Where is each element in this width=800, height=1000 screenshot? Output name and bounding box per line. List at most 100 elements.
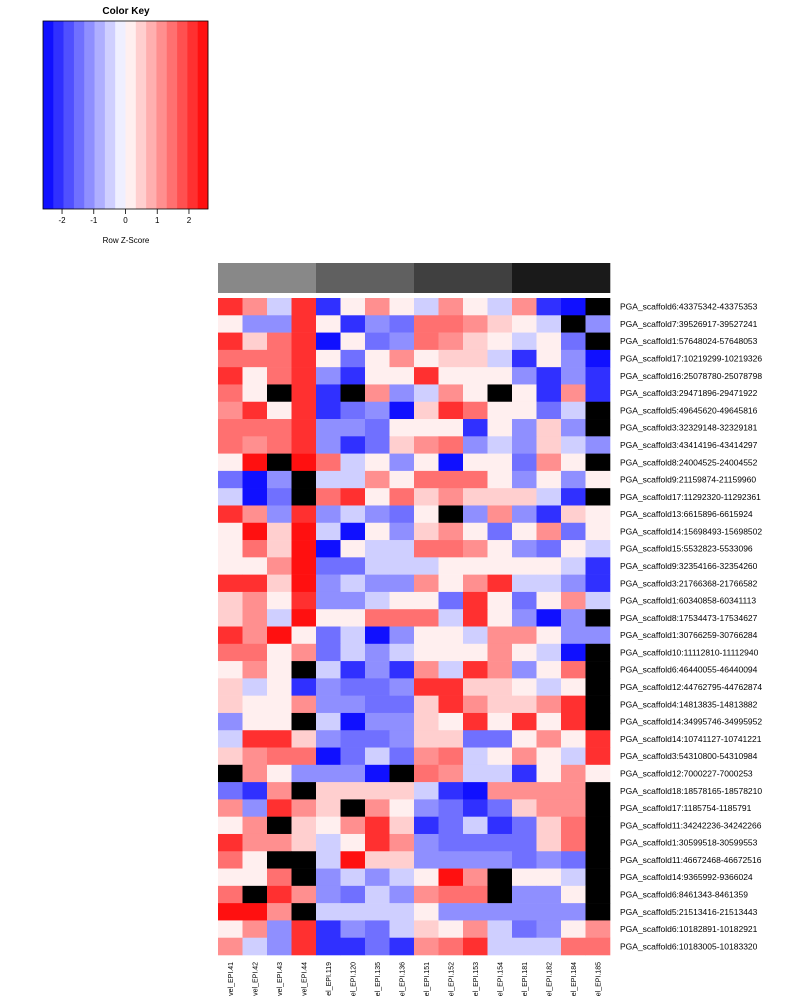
heatmap-cell	[242, 868, 268, 887]
heatmap-cell	[487, 436, 513, 454]
heatmap-cell	[438, 920, 464, 939]
heatmap-cell	[365, 903, 390, 921]
heatmap-cell	[585, 643, 611, 662]
heatmap-cell	[340, 868, 366, 887]
heatmap-cell	[536, 315, 562, 333]
heatmap-cell	[218, 419, 243, 437]
heatmap-cell	[291, 384, 317, 403]
heatmap-cell	[512, 903, 537, 921]
heatmap-cell	[438, 574, 464, 593]
heatmap-cell	[242, 557, 268, 575]
heatmap-cell	[218, 747, 243, 766]
heatmap-cell	[487, 419, 513, 437]
heatmap-cell	[218, 937, 243, 956]
heatmap-cell	[536, 695, 562, 714]
heatmap-cell	[267, 522, 292, 541]
heatmap-cell	[585, 712, 611, 731]
heatmap-cell	[463, 678, 488, 696]
heatmap-cell	[438, 885, 464, 904]
heatmap-cell	[340, 799, 366, 817]
heatmap-cell	[218, 367, 243, 385]
heatmap-cell	[585, 799, 611, 817]
heatmap-cell	[414, 522, 439, 541]
heatmap-cell	[242, 937, 268, 956]
heatmap-cell	[218, 488, 243, 506]
heatmap-cell	[414, 903, 439, 921]
heatmap-cell	[438, 833, 464, 852]
heatmap-cell	[487, 332, 513, 351]
row-label: PGA_scaffold17:10219299-10219326	[620, 354, 762, 364]
row-label: PGA_scaffold16:25078780-25078798	[620, 371, 762, 381]
color-key-tick-label: -2	[58, 216, 66, 225]
heatmap-cell	[536, 643, 562, 662]
heatmap-cell	[267, 505, 292, 524]
heatmap-cell	[536, 419, 562, 437]
heatmap-cell	[487, 816, 513, 835]
heatmap-cell	[316, 833, 341, 852]
heatmap-cell	[267, 730, 292, 748]
heatmap-cell	[536, 298, 562, 316]
row-label: PGA_scaffold5:49645620-49645816	[620, 405, 758, 415]
heatmap-cell	[463, 384, 488, 403]
heatmap-cell	[365, 747, 390, 766]
heatmap-cell	[365, 868, 390, 887]
column-group-swatch	[340, 263, 366, 293]
heatmap-cell	[267, 609, 292, 627]
heatmap-cell	[316, 626, 341, 645]
heatmap-cell	[487, 557, 513, 575]
heatmap-cell	[438, 591, 464, 610]
heatmap-cell	[242, 833, 268, 852]
heatmap-cell	[267, 695, 292, 714]
heatmap-cell	[291, 522, 317, 541]
heatmap-cell	[512, 419, 537, 437]
heatmap-cell	[267, 315, 292, 333]
heatmap-cell	[438, 730, 464, 748]
heatmap-cell	[291, 695, 317, 714]
heatmap-cell	[291, 799, 317, 817]
heatmap-cell	[585, 419, 611, 437]
column-label: el_EPI.182	[546, 962, 553, 996]
heatmap-cell	[340, 903, 366, 921]
column-group-swatch	[242, 263, 268, 293]
heatmap-cell	[463, 764, 488, 783]
heatmap-cell	[218, 920, 243, 939]
heatmap-cell	[267, 816, 292, 835]
row-label: PGA_scaffold14:34995746-34995952	[620, 717, 762, 727]
heatmap-cell	[438, 315, 464, 333]
column-group-swatch	[414, 263, 439, 293]
heatmap-cell	[291, 349, 317, 368]
heatmap-cell	[242, 298, 268, 316]
heatmap-cell	[340, 349, 366, 368]
heatmap-cell	[242, 747, 268, 766]
heatmap-cell	[463, 626, 488, 645]
heatmap-cell	[585, 626, 611, 645]
heatmap-cell	[414, 315, 439, 333]
heatmap-cell	[340, 885, 366, 904]
heatmap-cell	[561, 920, 586, 939]
heatmap-cell	[561, 747, 586, 766]
heatmap-cell	[365, 367, 390, 385]
heatmap-cell	[365, 591, 390, 610]
heatmap-cell	[536, 712, 562, 731]
heatmap-cell	[487, 782, 513, 800]
heatmap-cell	[536, 591, 562, 610]
row-label: PGA_scaffold14:9365992-9366024	[620, 872, 753, 882]
heatmap-cell	[414, 643, 439, 662]
heatmap-cell	[585, 903, 611, 921]
heatmap-cell	[218, 626, 243, 645]
heatmap-cell	[242, 470, 268, 489]
heatmap-cell	[585, 609, 611, 627]
color-key-bar	[43, 21, 209, 209]
heatmap-cell	[291, 419, 317, 437]
heatmap-cell	[438, 367, 464, 385]
heatmap-cell	[218, 782, 243, 800]
heatmap-cell	[316, 384, 341, 403]
heatmap-cell	[585, 782, 611, 800]
column-label: el_EPI.153	[473, 962, 480, 996]
heatmap-cell	[316, 315, 341, 333]
heatmap-cell	[267, 384, 292, 403]
heatmap-cell	[291, 730, 317, 748]
column-label: el_EPI.135	[375, 962, 382, 996]
heatmap-cell	[365, 626, 390, 645]
row-label: PGA_scaffold6:10183005-10183320	[620, 941, 758, 951]
